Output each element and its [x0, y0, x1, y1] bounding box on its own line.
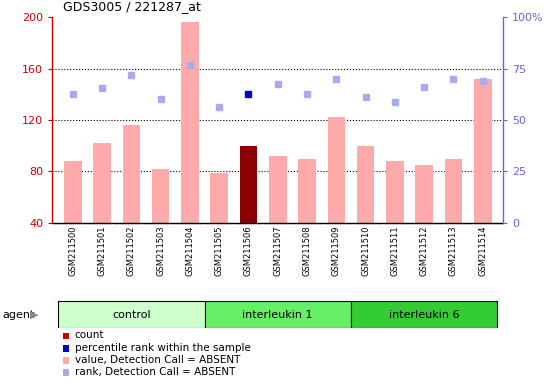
Text: GSM211505: GSM211505: [214, 225, 224, 276]
Text: GSM211512: GSM211512: [420, 225, 428, 276]
Bar: [152, 169, 169, 223]
Bar: [357, 146, 375, 223]
Bar: [181, 22, 199, 223]
Bar: [386, 161, 404, 223]
Bar: [64, 161, 81, 223]
Bar: [351, 301, 497, 328]
Text: control: control: [112, 310, 151, 320]
Text: GSM211503: GSM211503: [156, 225, 165, 276]
Text: GSM211507: GSM211507: [273, 225, 282, 276]
Text: GSM211504: GSM211504: [185, 225, 194, 276]
Bar: [240, 146, 257, 223]
Text: GSM211506: GSM211506: [244, 225, 253, 276]
Text: count: count: [75, 330, 104, 340]
Text: percentile rank within the sample: percentile rank within the sample: [75, 343, 251, 353]
Text: GSM211509: GSM211509: [332, 225, 341, 276]
Bar: [298, 159, 316, 223]
Bar: [123, 125, 140, 223]
Text: agent: agent: [3, 310, 35, 320]
Text: rank, Detection Call = ABSENT: rank, Detection Call = ABSENT: [75, 367, 235, 377]
Bar: [58, 301, 205, 328]
Text: interleukin 6: interleukin 6: [389, 310, 459, 320]
Text: GSM211511: GSM211511: [390, 225, 399, 276]
Text: GSM211502: GSM211502: [127, 225, 136, 276]
Text: GSM211508: GSM211508: [302, 225, 311, 276]
Bar: [445, 159, 462, 223]
Bar: [211, 173, 228, 223]
Text: interleukin 1: interleukin 1: [243, 310, 313, 320]
Bar: [328, 118, 345, 223]
Text: GSM211513: GSM211513: [449, 225, 458, 276]
Bar: [205, 301, 351, 328]
Text: GSM211500: GSM211500: [68, 225, 77, 276]
Text: GSM211501: GSM211501: [97, 225, 107, 276]
Bar: [474, 79, 492, 223]
Text: GDS3005 / 221287_at: GDS3005 / 221287_at: [63, 0, 201, 13]
Text: value, Detection Call = ABSENT: value, Detection Call = ABSENT: [75, 355, 240, 365]
Bar: [415, 165, 433, 223]
Bar: [269, 156, 287, 223]
Text: GSM211514: GSM211514: [478, 225, 487, 276]
Text: ▶: ▶: [30, 310, 38, 320]
Bar: [94, 143, 111, 223]
Text: GSM211510: GSM211510: [361, 225, 370, 276]
